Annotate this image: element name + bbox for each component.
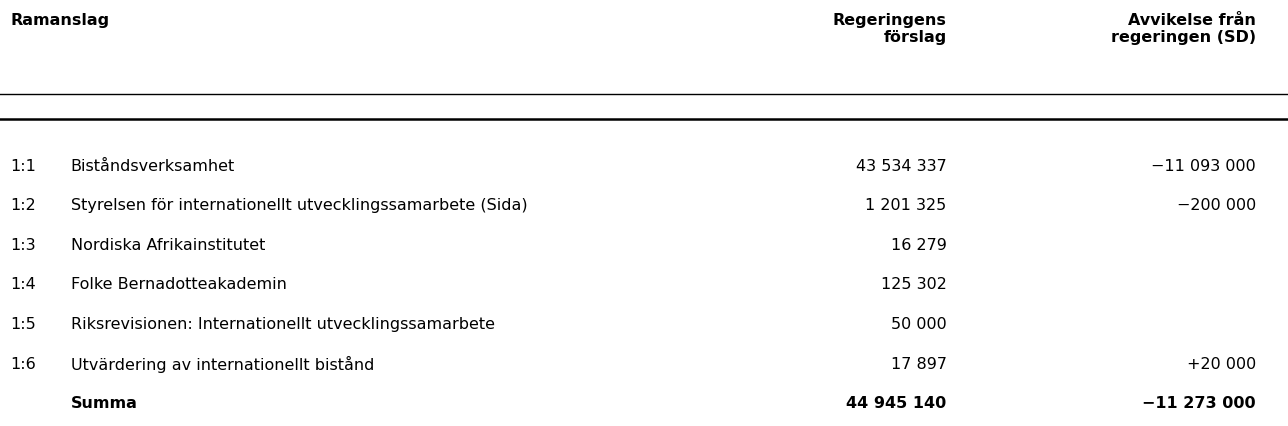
- Text: 1:5: 1:5: [10, 317, 36, 332]
- Text: 1:4: 1:4: [10, 277, 36, 293]
- Text: +20 000: +20 000: [1186, 357, 1256, 372]
- Text: −11 093 000: −11 093 000: [1151, 158, 1256, 174]
- Text: 17 897: 17 897: [891, 357, 947, 372]
- Text: Utvärdering av internationellt bistånd: Utvärdering av internationellt bistånd: [71, 356, 375, 373]
- Text: Folke Bernadotteakademin: Folke Bernadotteakademin: [71, 277, 287, 293]
- Text: 125 302: 125 302: [881, 277, 947, 293]
- Text: Riksrevisionen: Internationellt utvecklingssamarbete: Riksrevisionen: Internationellt utveckli…: [71, 317, 495, 332]
- Text: Biståndsverksamhet: Biståndsverksamhet: [71, 158, 236, 174]
- Text: 1:6: 1:6: [10, 357, 36, 372]
- Text: Regeringens
förslag: Regeringens förslag: [833, 13, 947, 45]
- Text: 1:2: 1:2: [10, 198, 36, 213]
- Text: Nordiska Afrikainstitutet: Nordiska Afrikainstitutet: [71, 238, 265, 253]
- Text: 1:1: 1:1: [10, 158, 36, 174]
- Text: 16 279: 16 279: [891, 238, 947, 253]
- Text: Styrelsen för internationellt utvecklingssamarbete (Sida): Styrelsen för internationellt utveckling…: [71, 198, 528, 213]
- Text: −11 273 000: −11 273 000: [1142, 396, 1256, 412]
- Text: Avvikelse från
regeringen (SD): Avvikelse från regeringen (SD): [1110, 13, 1256, 45]
- Text: 43 534 337: 43 534 337: [857, 158, 947, 174]
- Text: 1 201 325: 1 201 325: [866, 198, 947, 213]
- Text: −200 000: −200 000: [1176, 198, 1256, 213]
- Text: 1:3: 1:3: [10, 238, 36, 253]
- Text: 50 000: 50 000: [891, 317, 947, 332]
- Text: Summa: Summa: [71, 396, 138, 412]
- Text: Ramanslag: Ramanslag: [10, 13, 109, 28]
- Text: 44 945 140: 44 945 140: [846, 396, 947, 412]
